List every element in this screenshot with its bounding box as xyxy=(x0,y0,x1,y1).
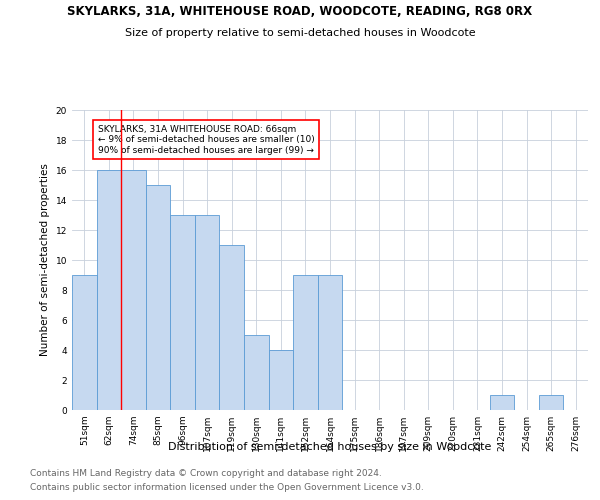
Bar xyxy=(121,170,146,410)
Bar xyxy=(195,215,220,410)
Y-axis label: Number of semi-detached properties: Number of semi-detached properties xyxy=(40,164,50,356)
Text: SKYLARKS, 31A, WHITEHOUSE ROAD, WOODCOTE, READING, RG8 0RX: SKYLARKS, 31A, WHITEHOUSE ROAD, WOODCOTE… xyxy=(67,5,533,18)
Bar xyxy=(490,395,514,410)
Text: Contains public sector information licensed under the Open Government Licence v3: Contains public sector information licen… xyxy=(30,484,424,492)
Bar xyxy=(539,395,563,410)
Bar xyxy=(293,275,318,410)
Bar xyxy=(97,170,121,410)
Text: Contains HM Land Registry data © Crown copyright and database right 2024.: Contains HM Land Registry data © Crown c… xyxy=(30,468,382,477)
Bar xyxy=(170,215,195,410)
Text: SKYLARKS, 31A WHITEHOUSE ROAD: 66sqm
← 9% of semi-detached houses are smaller (1: SKYLARKS, 31A WHITEHOUSE ROAD: 66sqm ← 9… xyxy=(98,125,314,155)
Bar xyxy=(146,185,170,410)
Bar xyxy=(72,275,97,410)
Bar xyxy=(220,245,244,410)
Text: Size of property relative to semi-detached houses in Woodcote: Size of property relative to semi-detach… xyxy=(125,28,475,38)
Bar xyxy=(269,350,293,410)
Text: Distribution of semi-detached houses by size in Woodcote: Distribution of semi-detached houses by … xyxy=(169,442,491,452)
Bar xyxy=(244,335,269,410)
Bar xyxy=(318,275,342,410)
